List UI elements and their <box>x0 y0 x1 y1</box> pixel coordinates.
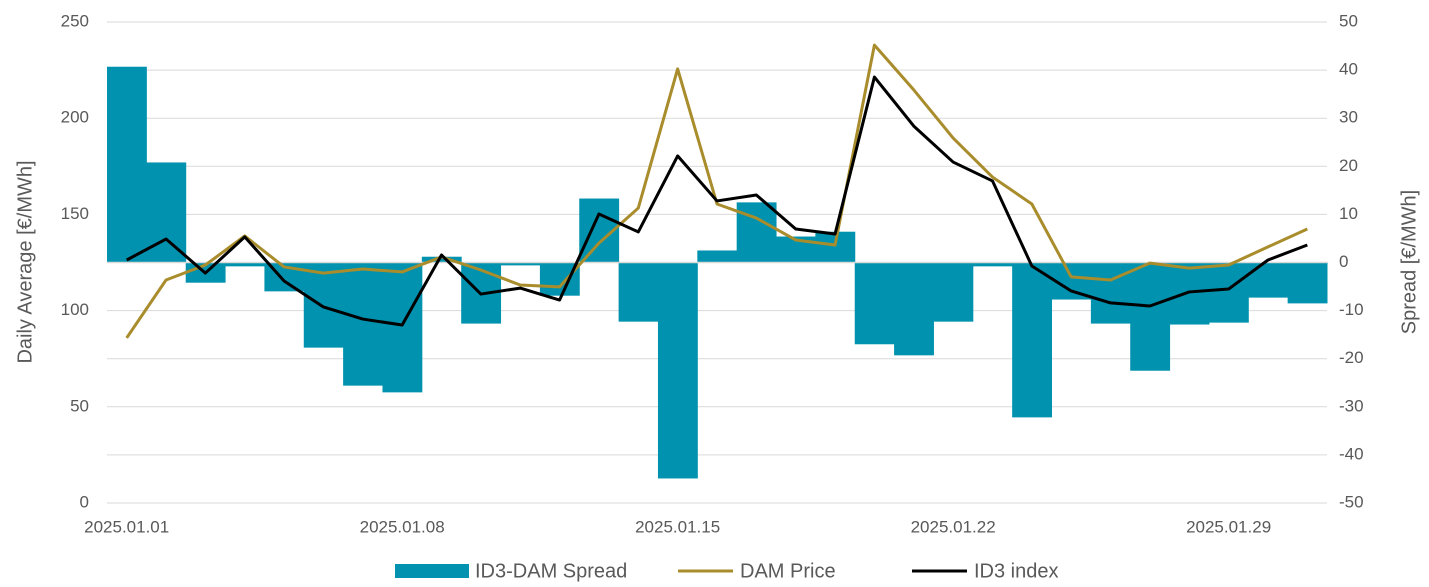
legend-label: ID3-DAM Spread <box>475 560 627 582</box>
bar <box>972 262 1013 267</box>
bar <box>894 262 934 356</box>
bar <box>225 262 265 267</box>
y-tick-label: 100 <box>61 300 89 319</box>
y2-tick-label: -10 <box>1339 300 1364 319</box>
bar <box>697 250 738 263</box>
y2-tick-label: -40 <box>1339 444 1364 463</box>
line <box>125 43 1308 339</box>
legend-swatch <box>395 564 469 578</box>
y2-tick-label: -50 <box>1339 492 1364 511</box>
bar <box>303 262 344 348</box>
y2-tick-label: 50 <box>1339 11 1358 30</box>
bar <box>421 256 462 263</box>
y2-tick-label: 0 <box>1339 252 1348 271</box>
x-tick-label: 2025.01.15 <box>635 517 720 536</box>
bar <box>854 262 895 345</box>
y-axis-title: Daily Average [€/MWh] <box>14 160 36 363</box>
x-tick-label: 2025.01.29 <box>1186 517 1271 536</box>
bar <box>382 262 423 393</box>
bar <box>343 262 383 386</box>
legend-label: DAM Price <box>740 560 836 582</box>
y-tick-label: 0 <box>80 492 89 511</box>
x-tick-label: 2025.01.08 <box>360 517 445 536</box>
y-tick-label: 150 <box>61 204 89 223</box>
bar <box>500 262 541 266</box>
bar <box>1287 262 1328 304</box>
bar <box>1169 262 1210 325</box>
y2-axis-title: Spread [€/MWh] <box>1398 190 1420 335</box>
line <box>125 75 1308 327</box>
y-tick-label: 200 <box>61 108 89 127</box>
bar <box>107 66 147 263</box>
x-tick-label: 2025.01.22 <box>911 517 996 536</box>
y2-tick-label: -30 <box>1339 396 1364 415</box>
y2-tick-label: 20 <box>1339 156 1358 175</box>
y-tick-label: 250 <box>61 11 89 30</box>
y2-tick-label: 30 <box>1339 108 1358 127</box>
bar <box>1248 262 1289 298</box>
bar <box>1130 262 1171 371</box>
y-tick-label: 50 <box>70 396 89 415</box>
bar <box>657 262 698 479</box>
bar <box>1012 262 1053 418</box>
y2-tick-label: 10 <box>1339 204 1358 223</box>
y2-tick-label: -20 <box>1339 348 1364 367</box>
bar <box>736 202 777 263</box>
x-tick-label: 2025.01.01 <box>84 517 169 536</box>
bar <box>1090 262 1131 324</box>
bar <box>1208 262 1249 323</box>
legend-label: ID3 index <box>974 560 1059 582</box>
y2-tick-label: 40 <box>1339 60 1358 79</box>
bar <box>618 262 659 322</box>
bar <box>933 262 974 322</box>
